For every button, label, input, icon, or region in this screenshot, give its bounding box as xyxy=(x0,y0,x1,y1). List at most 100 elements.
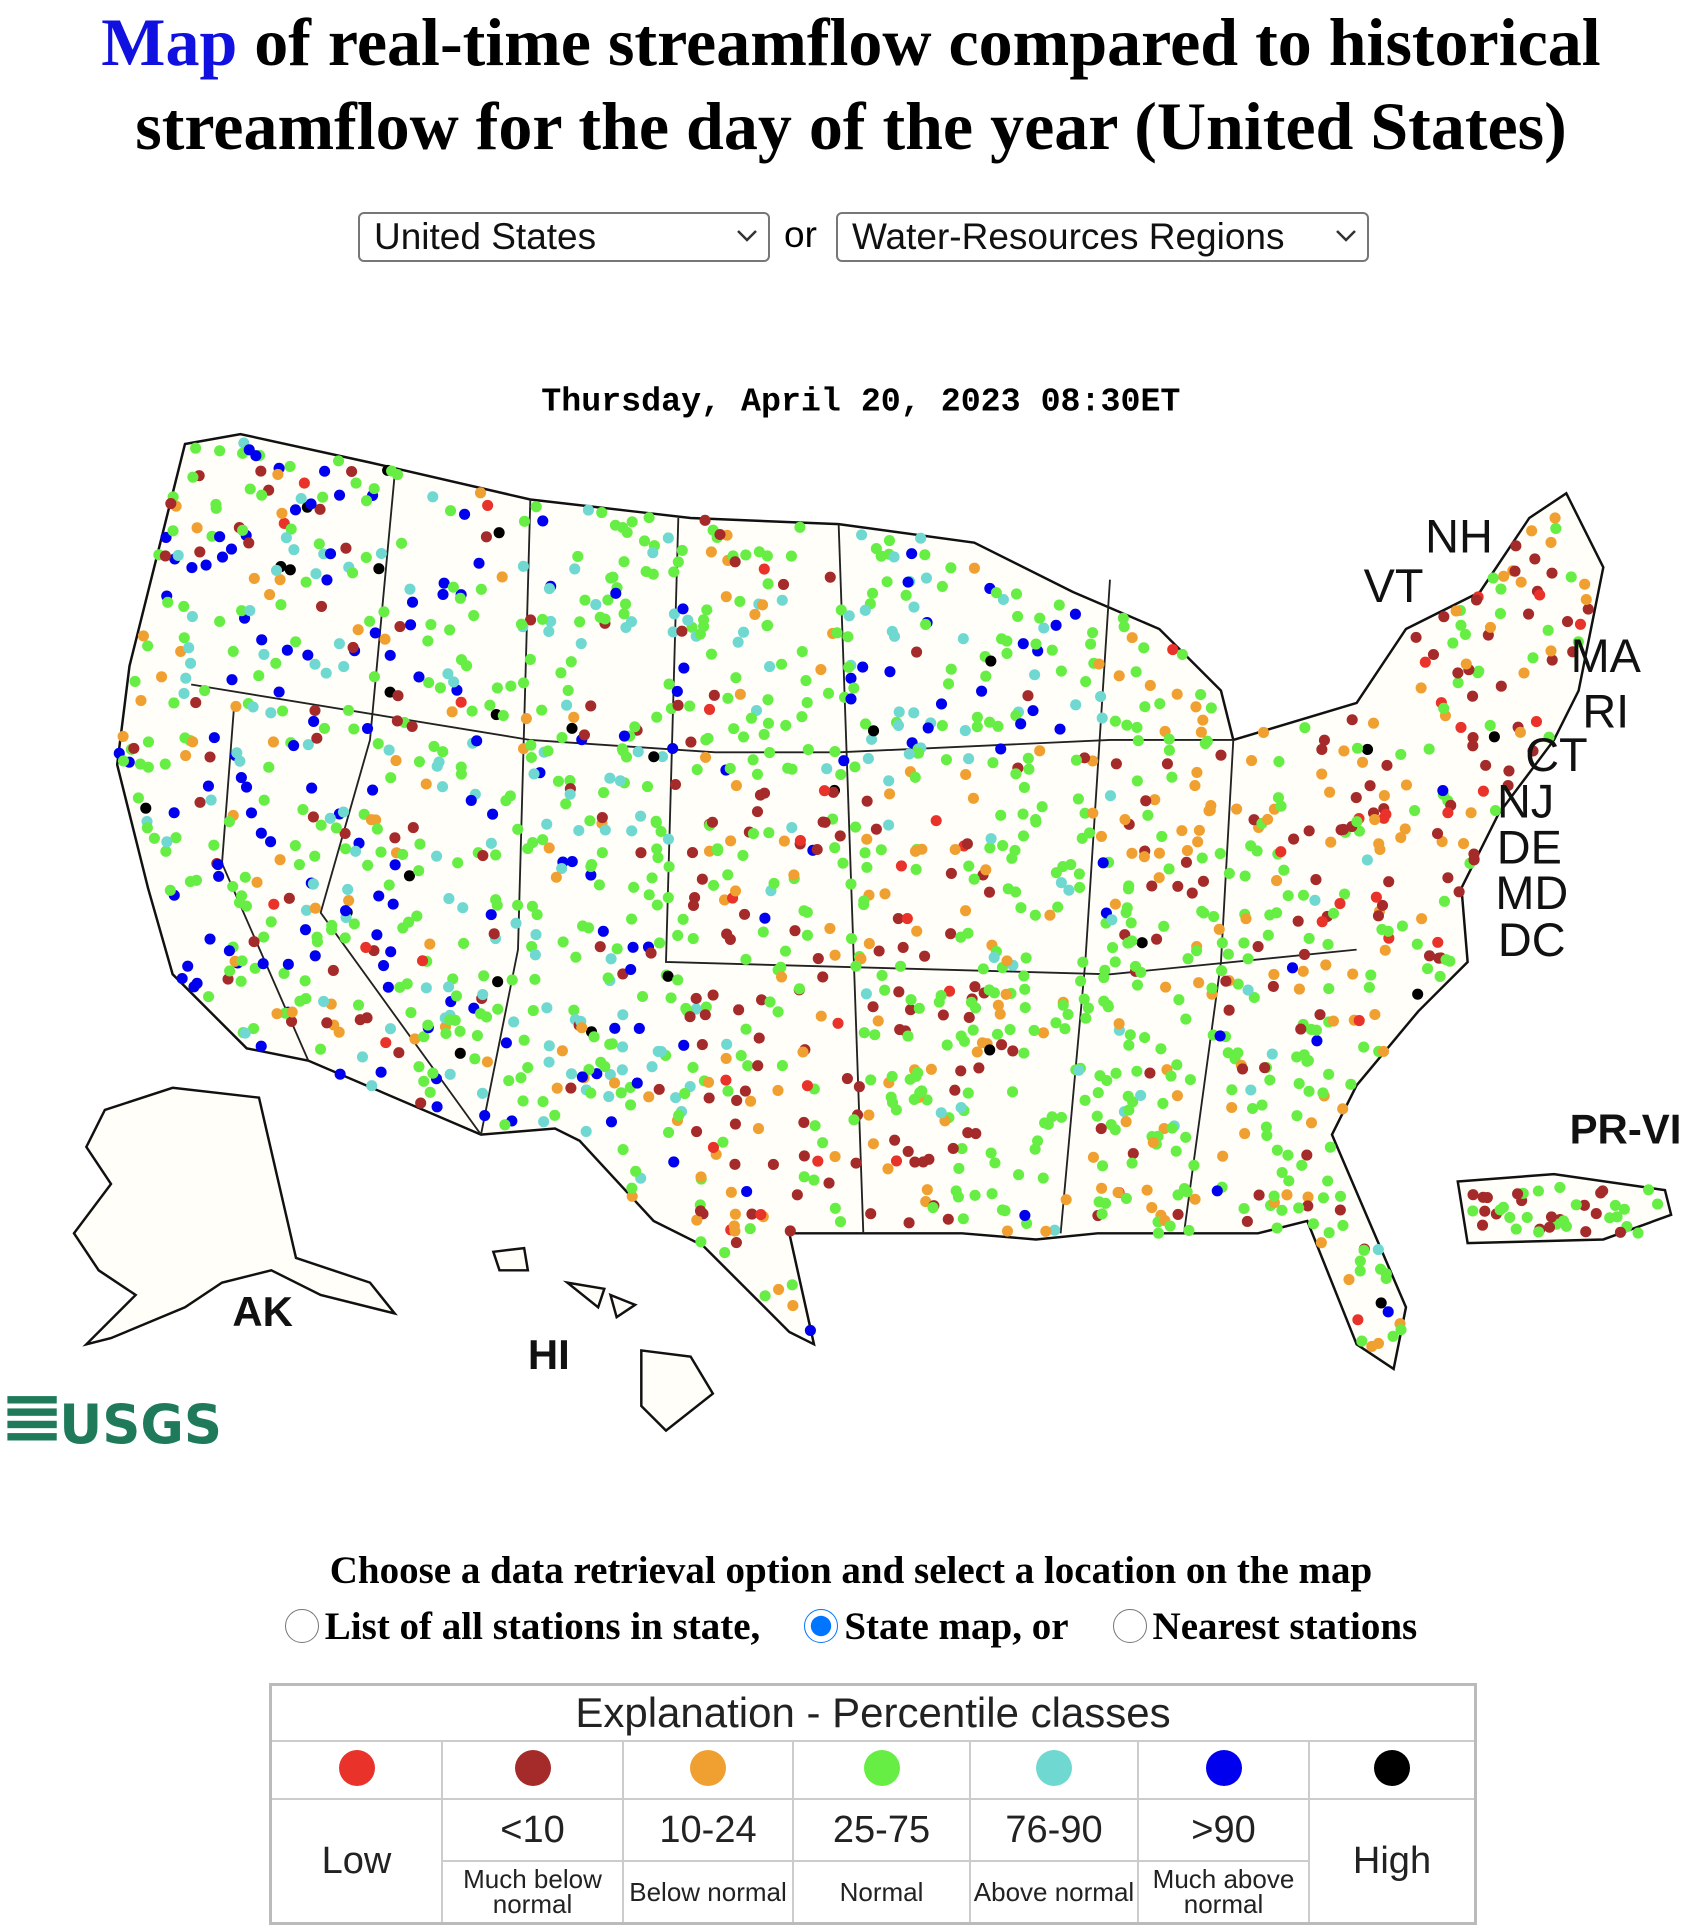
station-dot xyxy=(517,1095,529,1107)
station-dot xyxy=(724,762,736,775)
station-dot xyxy=(475,583,487,595)
radio-option[interactable]: List of all stations in state, xyxy=(284,1605,760,1648)
station-dot xyxy=(619,598,632,610)
station-dot xyxy=(862,753,874,765)
station-dot xyxy=(598,786,610,799)
station-dot xyxy=(1119,813,1131,826)
station-dot xyxy=(853,1081,865,1093)
station-dot xyxy=(1288,833,1300,845)
station-dot xyxy=(1216,937,1228,949)
station-dot xyxy=(1240,913,1252,925)
station-dot xyxy=(654,937,666,949)
station-dot xyxy=(1272,792,1284,804)
station-dot xyxy=(940,754,952,766)
station-dot xyxy=(251,876,263,888)
station-dot xyxy=(952,1191,964,1203)
station-dot xyxy=(1372,1244,1384,1256)
station-dot xyxy=(1032,1135,1044,1147)
chevron xyxy=(737,230,757,242)
station-dot xyxy=(780,719,792,731)
station-dot xyxy=(997,840,1009,852)
station-dot xyxy=(733,1004,745,1016)
station-dot xyxy=(569,563,581,575)
station-dot xyxy=(551,1082,563,1094)
station-dot xyxy=(695,1236,707,1248)
station-dot xyxy=(1395,831,1407,844)
radio-button[interactable] xyxy=(1112,1609,1147,1643)
station-dot xyxy=(959,725,971,737)
station-dot xyxy=(1470,594,1483,606)
station-dot xyxy=(602,594,614,606)
station-dot xyxy=(616,743,628,755)
station-dot xyxy=(199,684,211,697)
station-dot xyxy=(742,1060,754,1072)
station-dot xyxy=(809,1120,821,1132)
station-dot xyxy=(515,618,527,630)
station-dot xyxy=(945,562,957,574)
station-dot xyxy=(1447,637,1459,649)
station-dot xyxy=(1363,981,1375,993)
station-dot xyxy=(668,1156,680,1168)
station-dot xyxy=(117,730,129,742)
station-dot xyxy=(510,917,522,929)
radio-button[interactable] xyxy=(284,1609,319,1643)
station-dot xyxy=(1510,540,1522,552)
station-dot xyxy=(542,745,554,757)
station-dot xyxy=(457,902,469,914)
station-dot xyxy=(1069,608,1081,620)
station-dot xyxy=(1156,830,1168,842)
station-dot xyxy=(1271,1222,1283,1234)
radio-button[interactable] xyxy=(804,1609,839,1643)
station-dot xyxy=(617,1009,629,1021)
station-dot xyxy=(1205,800,1217,812)
station-dot xyxy=(1632,1227,1644,1239)
state-select[interactable]: United States xyxy=(358,212,770,262)
station-dot xyxy=(1135,1089,1147,1101)
station-dot xyxy=(848,682,860,694)
station-dot xyxy=(1275,846,1287,858)
station-dot xyxy=(1352,1314,1364,1326)
station-dot xyxy=(334,1068,346,1080)
station-dot xyxy=(1338,888,1351,900)
station-dot xyxy=(1063,884,1075,896)
station-dot xyxy=(755,1209,767,1221)
station-dot xyxy=(321,574,333,586)
station-dot xyxy=(947,1142,959,1154)
radio-option[interactable]: Nearest stations xyxy=(1112,1605,1417,1648)
station-dot xyxy=(815,1010,827,1022)
station-dot xyxy=(1440,954,1452,966)
station-dot xyxy=(757,926,769,938)
station-dot xyxy=(236,955,248,967)
station-dot xyxy=(991,1028,1004,1040)
station-dot xyxy=(315,600,328,612)
station-dot xyxy=(970,1127,982,1140)
station-dot xyxy=(819,816,831,828)
station-dot xyxy=(433,756,445,768)
station-dot xyxy=(1093,658,1105,670)
station-dot xyxy=(450,990,462,1002)
station-dot xyxy=(1131,1065,1143,1077)
station-dot xyxy=(285,523,297,535)
region-select[interactable]: Water-Resources Regions xyxy=(836,212,1369,262)
station-dot xyxy=(1543,731,1555,743)
station-dot xyxy=(1334,1190,1347,1202)
station-dot xyxy=(299,975,311,987)
station-dot xyxy=(406,720,418,732)
radio-option[interactable]: State map, or xyxy=(804,1605,1069,1648)
station-dot xyxy=(274,574,286,586)
station-dot xyxy=(762,578,774,590)
station-dot xyxy=(1292,915,1304,927)
station-dot xyxy=(903,1217,915,1229)
station-dot xyxy=(526,900,538,912)
station-dot xyxy=(570,951,582,963)
station-dot xyxy=(822,687,835,699)
station-dot xyxy=(1303,825,1315,837)
title-link[interactable]: Map xyxy=(101,4,238,80)
station-dot xyxy=(953,1162,965,1174)
station-dot xyxy=(576,1071,588,1083)
station-dot xyxy=(921,1094,933,1106)
station-dot xyxy=(842,631,854,643)
legend-description: Below normal xyxy=(622,1860,794,1925)
station-dot xyxy=(867,587,879,599)
